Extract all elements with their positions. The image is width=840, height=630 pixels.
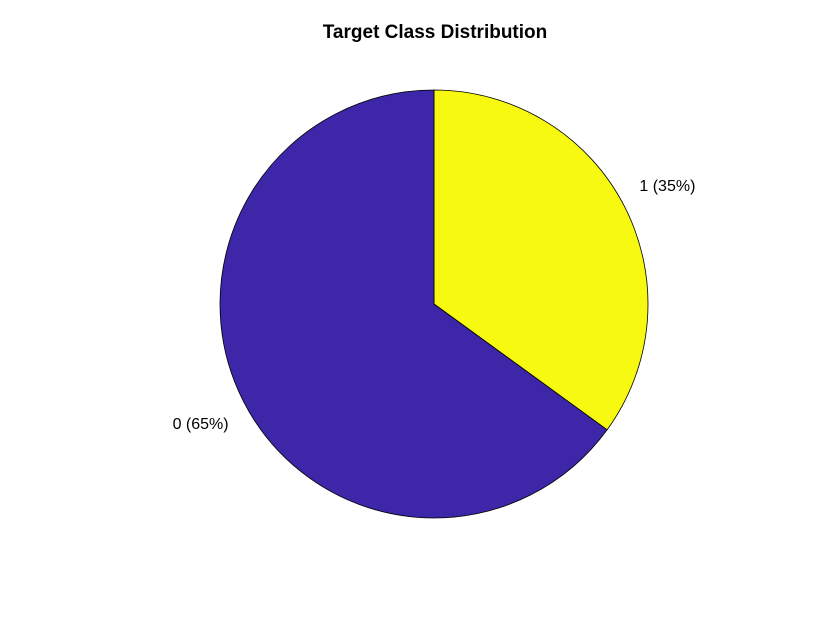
slice-label-1: 1 (35%) xyxy=(639,178,695,195)
pie-slice-1 xyxy=(433,89,649,431)
slice-labels: 1 (35%) 0 (65%) xyxy=(173,178,696,433)
pie-slices xyxy=(219,89,649,519)
chart-title: Target Class Distribution xyxy=(323,22,548,43)
pie-slice-0 xyxy=(219,89,608,519)
slice-label-0: 0 (65%) xyxy=(173,416,229,433)
